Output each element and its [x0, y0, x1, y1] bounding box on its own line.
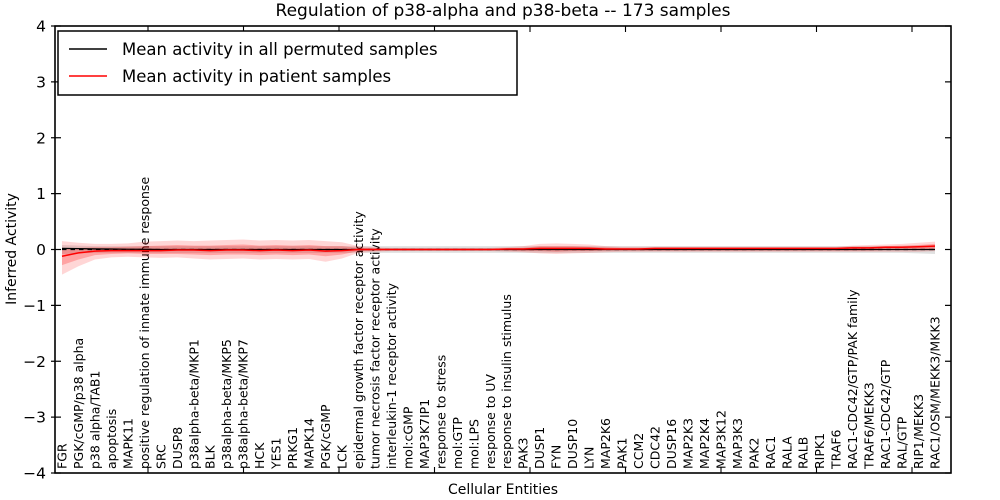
- x-tick-label: MAPK14: [302, 418, 317, 469]
- x-tick-label: FYN: [549, 445, 564, 469]
- x-tick-label: MAP3K3: [730, 418, 745, 469]
- x-tick-label: MAPK11: [120, 418, 135, 469]
- x-tick-label: mol:LPS: [466, 419, 481, 469]
- x-tick-label: MAP2K4: [697, 418, 712, 469]
- x-tick-label: RALA: [779, 436, 794, 469]
- y-tick-label: 0: [36, 241, 46, 259]
- x-tick-label: mol:GTP: [450, 417, 465, 469]
- x-tick-label: response to insulin stimulus: [499, 294, 514, 469]
- axes: 4 3 2 1 0 −1 −2 −3 −4: [23, 18, 952, 483]
- x-tick-label: PGK/cGMP: [318, 404, 333, 469]
- x-tick-label: p38 alpha/TAB1: [87, 371, 102, 469]
- patient-band-outer: [62, 239, 935, 275]
- x-tick-label: MAP3K12: [713, 410, 728, 469]
- x-tick-label: DUSP10: [565, 419, 580, 469]
- x-tick-label: positive regulation of innate immune res…: [137, 177, 152, 469]
- x-tick-label: MAP3K7IP1: [417, 399, 432, 469]
- x-tick-label: tumor necrosis factor receptor activity: [367, 228, 382, 469]
- y-tick-label: −4: [23, 465, 46, 483]
- x-tick-label: HCK: [252, 442, 267, 469]
- y-tick-label: 3: [36, 73, 46, 91]
- y-tick-label: 4: [36, 18, 46, 36]
- y-tick-label: −2: [23, 353, 46, 371]
- y-tick-label: 1: [36, 185, 46, 203]
- x-tick-label: RIPK1: [812, 433, 827, 469]
- x-tick-label: FGR: [55, 443, 70, 469]
- x-tick-label: RALB: [796, 437, 811, 469]
- x-tick-label: MAP2K3: [680, 418, 695, 469]
- x-tick-label: p38alpha-beta/MKP5: [219, 339, 234, 469]
- x-tick-label: YES1: [269, 438, 284, 470]
- x-tick-labels: FGR PGK/cGMP/p38 alpha p38 alpha/TAB1 apopt…: [55, 177, 943, 470]
- x-tick-label: mol:cGMP: [400, 406, 415, 469]
- x-tick-label: CDC42: [647, 426, 662, 469]
- confidence-bands: [62, 239, 935, 275]
- legend-label-permuted: Mean activity in all permuted samples: [122, 40, 438, 59]
- x-tick-label: TRAF6/MEKK3: [862, 382, 877, 470]
- x-tick-label: epidermal growth factor receptor activit…: [351, 211, 366, 469]
- y-tick-label: 2: [36, 129, 46, 147]
- x-tick-label: PAK1: [615, 438, 630, 469]
- x-tick-label: LCK: [335, 444, 350, 469]
- x-tick-label: BLK: [203, 444, 218, 469]
- y-axis-label: Inferred Activity: [4, 193, 20, 305]
- x-tick-label: RAC1-CDC42/GTP/PAK family: [845, 289, 860, 469]
- x-tick-label: SRC: [153, 444, 168, 469]
- x-tick-label: interleukin-1 receptor activity: [384, 282, 399, 469]
- x-tick-label: MAP2K6: [598, 418, 613, 469]
- y-tick-label: −3: [23, 409, 46, 427]
- x-tick-label: CCM2: [631, 433, 646, 469]
- patient-mean-line: [61, 245, 936, 257]
- x-tick-label: RIP1/MEKK3: [911, 394, 926, 469]
- y-tick-label: −1: [23, 297, 46, 315]
- x-axis-label: Cellular Entities: [448, 482, 558, 498]
- x-tick-label: PAK2: [746, 438, 761, 469]
- x-tick-label: response to stress: [433, 355, 448, 469]
- x-tick-label: DUSP8: [170, 427, 185, 469]
- x-tick-label: DUSP1: [532, 427, 547, 469]
- legend-label-patient: Mean activity in patient samples: [122, 67, 391, 86]
- x-tick-label: RAC1: [763, 436, 778, 469]
- x-tick-label: response to UV: [483, 374, 498, 469]
- x-tick-label: TRAF6: [829, 429, 844, 470]
- x-tick-label: RAC1/OSM/MEKK3/MKK3: [928, 316, 943, 469]
- x-tick-label: RAL/GTP: [895, 416, 910, 469]
- legend: Mean activity in all permuted samples Me…: [57, 30, 518, 96]
- x-tick-label: PGK/cGMP/p38 alpha: [71, 338, 86, 469]
- x-tick-label: DUSP16: [664, 419, 679, 469]
- x-tick-label: apoptosis: [104, 409, 119, 469]
- x-tick-label: RAC1-CDC42/GTP: [878, 359, 893, 469]
- x-tick-label: PAK3: [516, 438, 531, 469]
- series-lines: [61, 245, 936, 257]
- x-tick-label: PRKG1: [285, 427, 300, 469]
- chart-title: Regulation of p38-alpha and p38-beta -- …: [276, 1, 731, 21]
- legend-box: [57, 30, 518, 96]
- x-tick-label: p38alpha-beta/MKP7: [236, 339, 251, 469]
- x-tick-label: p38alpha-beta/MKP1: [186, 339, 201, 469]
- x-tick-label: LYN: [582, 447, 597, 469]
